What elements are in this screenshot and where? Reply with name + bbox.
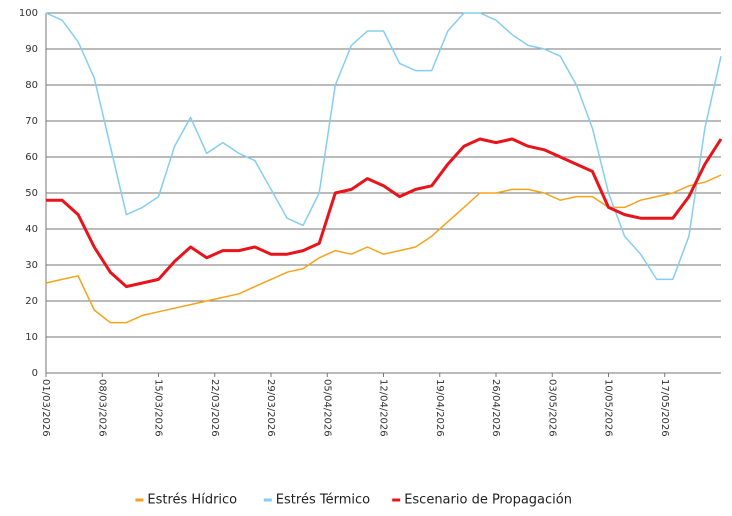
x-tick-label: 19/04/2026: [434, 379, 445, 437]
y-tick-label: 60: [25, 152, 38, 163]
x-tick-label: 12/04/2026: [378, 379, 389, 437]
x-tick-label: 01/03/2026: [40, 379, 51, 437]
y-tick-label: 50: [25, 188, 38, 199]
y-tick-label: 0: [32, 368, 38, 379]
x-tick-label: 15/03/2026: [153, 379, 164, 437]
x-tick-label: 10/05/2026: [603, 379, 614, 437]
x-tick-label: 05/04/2026: [321, 379, 332, 437]
series-line: [46, 137, 723, 289]
y-tick-label: 100: [19, 8, 38, 19]
y-tick-label: 40: [25, 224, 38, 235]
x-tick-label: 29/03/2026: [265, 379, 276, 437]
x-tick-label: 17/05/2026: [659, 379, 670, 437]
y-tick-label: 70: [25, 116, 38, 127]
y-tick-label: 90: [25, 44, 38, 55]
x-tick-label: 22/03/2026: [209, 379, 220, 437]
y-tick-label: 80: [25, 80, 38, 91]
legend-label: Estrés Hídrico: [147, 493, 237, 508]
y-tick-label: 30: [25, 260, 38, 271]
y-tick-label: 10: [25, 332, 38, 343]
series-line: [45, 174, 722, 324]
x-tick-label: 03/05/2026: [546, 379, 557, 437]
x-tick-label: 26/04/2026: [490, 379, 501, 437]
legend-label: Escenario de Propagación: [404, 493, 572, 508]
legend-label: Estrés Térmico: [276, 493, 370, 508]
series-line: [45, 12, 722, 281]
x-tick-label: 08/03/2026: [96, 379, 107, 437]
y-tick-label: 20: [25, 296, 38, 307]
